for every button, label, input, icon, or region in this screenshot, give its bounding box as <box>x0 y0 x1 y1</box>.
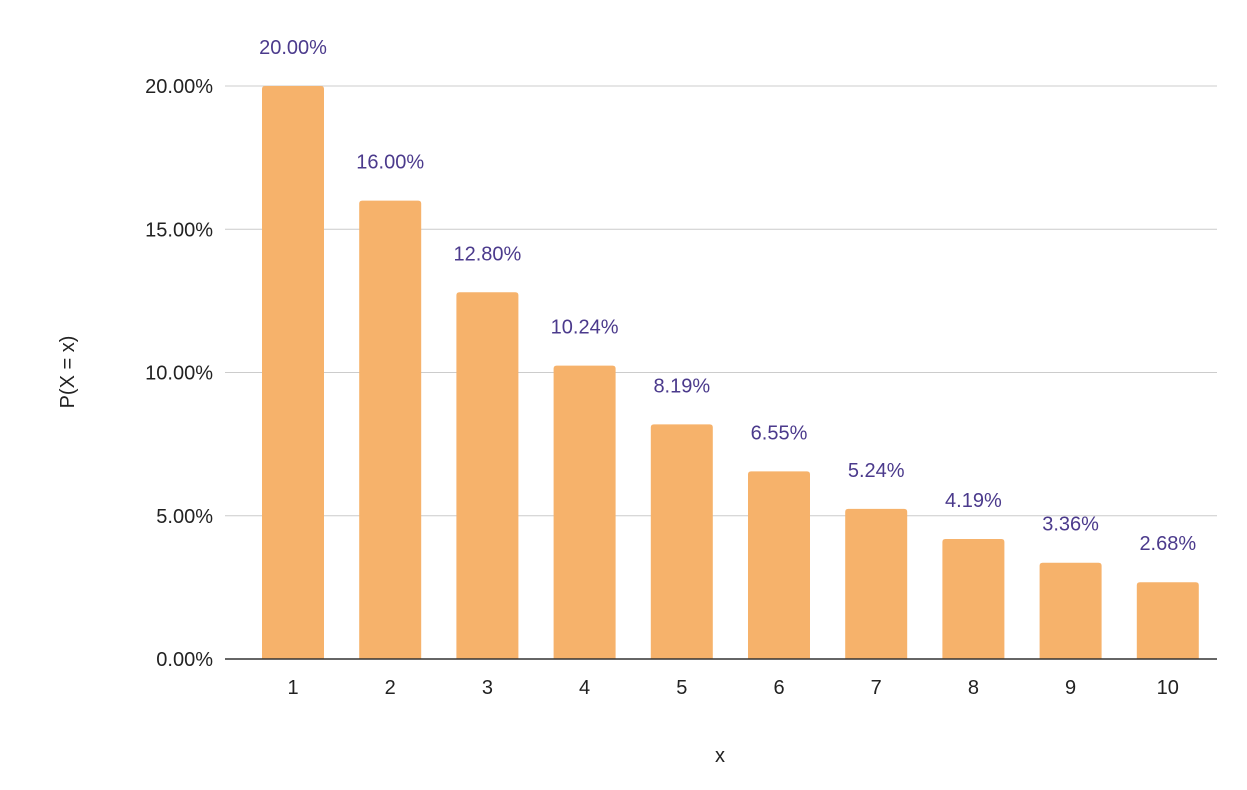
x-tick-label: 8 <box>968 677 979 699</box>
x-tick-label: 7 <box>871 677 882 699</box>
data-label: 2.68% <box>1139 533 1196 555</box>
x-tick-label: 6 <box>773 677 784 699</box>
data-label: 20.00% <box>259 37 327 59</box>
x-tick-label: 3 <box>482 677 493 699</box>
bar <box>845 508 908 659</box>
data-labels: 20.00% 16.00% 12.80% 10.24% 8.19% 6.55% 5.24% 4… <box>259 37 1196 555</box>
x-tick-label: 1 <box>287 677 298 699</box>
bar <box>1136 582 1199 659</box>
bar <box>359 200 422 659</box>
data-label: 5.24% <box>848 460 905 482</box>
y-tick-label: 15.00% <box>145 219 213 241</box>
bar <box>456 292 519 659</box>
data-label: 4.19% <box>945 490 1002 512</box>
y-tick-label: 20.00% <box>145 76 213 98</box>
data-label: 3.36% <box>1042 514 1099 536</box>
y-axis-title: P(X = x) <box>57 336 79 409</box>
data-label: 12.80% <box>453 243 521 265</box>
x-tick-label: 9 <box>1065 677 1076 699</box>
x-tick-label: 5 <box>676 677 687 699</box>
x-tick-label: 10 <box>1157 677 1179 699</box>
y-tick-label: 5.00% <box>156 506 213 528</box>
bars <box>262 86 1199 659</box>
x-tick-label: 2 <box>385 677 396 699</box>
bar <box>262 86 324 659</box>
y-tick-label: 10.00% <box>145 363 213 385</box>
bar <box>942 538 1005 659</box>
bar <box>748 471 810 659</box>
y-tick-label: 0.00% <box>156 649 213 671</box>
bar <box>650 424 713 659</box>
x-tick-label: 4 <box>579 677 590 699</box>
bar <box>553 365 616 659</box>
data-label: 16.00% <box>356 152 424 174</box>
x-axis-title: x <box>715 745 725 767</box>
data-label: 6.55% <box>751 422 808 444</box>
axes: 0.00% 5.00% 10.00% 15.00% 20.00% 1 2 3 4 5 6 7 8 9 10 <box>145 76 1217 699</box>
bar <box>1039 562 1102 659</box>
data-label: 8.19% <box>653 375 710 397</box>
data-label: 10.24% <box>551 317 619 339</box>
